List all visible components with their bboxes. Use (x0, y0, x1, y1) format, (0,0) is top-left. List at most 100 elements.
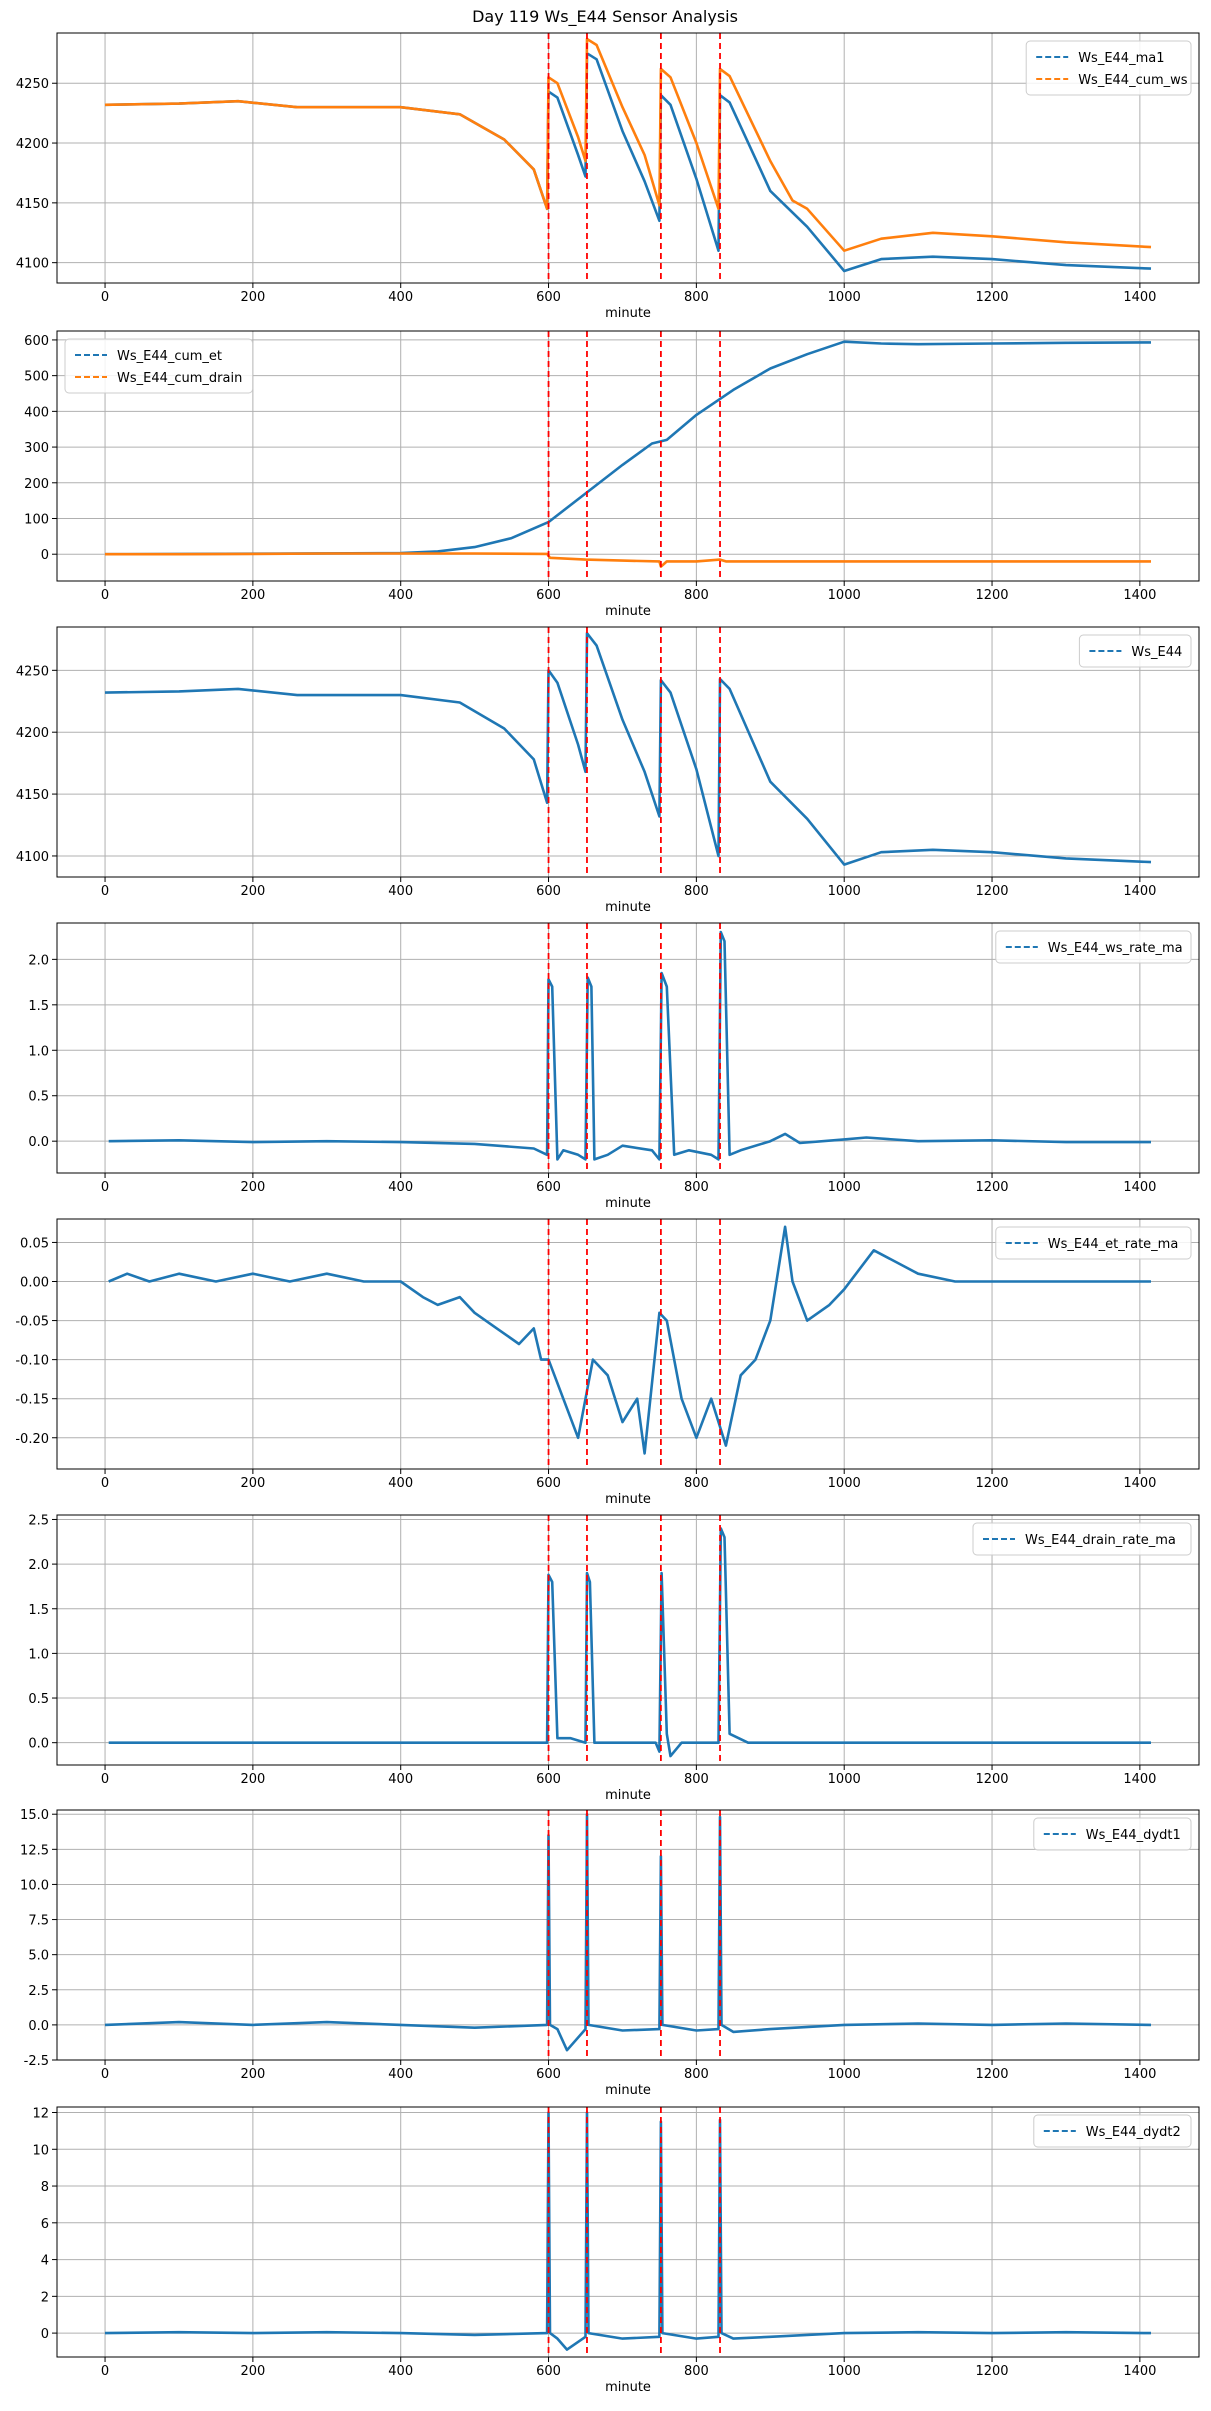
y-tick-label: 6 (41, 2217, 49, 2232)
y-tick-label: 0.5 (28, 1692, 49, 1707)
legend-label: Ws_E44_drain_rate_ma (1025, 1533, 1176, 1548)
subplot-5: 0 200 400 600 800 1000 1200 1400 -0.20 -0.15 -0.10… (15, 1218, 1200, 1507)
subplot-stack: 0 200 400 600 800 1000 1200 1400410041504200425… (15, 32, 1200, 2395)
x-tick-label: 1400 (1123, 588, 1156, 603)
x-tick-label: 400 (388, 1772, 413, 1787)
x-tick-label: 1200 (975, 1772, 1008, 1787)
x-tick-label: 1000 (828, 884, 861, 899)
legend-label: Ws_E44 (1131, 645, 1182, 660)
y-tick-label: 4200 (16, 137, 49, 152)
x-tick-label: 600 (536, 2364, 561, 2379)
legend-label: Ws_E44_ws_rate_ma (1048, 941, 1183, 956)
x-tick-label: 200 (240, 290, 265, 305)
x-tick-label: 0 (101, 2067, 109, 2082)
y-tick-label: 0.00 (20, 1276, 49, 1291)
legend-box (1025, 40, 1192, 96)
series-line-1 (108, 1225, 1151, 1455)
legend: Ws_E44_et_rate_ma (995, 1226, 1192, 1260)
x-tick-label: 600 (536, 588, 561, 603)
subplot-1: 0 200 400 600 800 1000 1200 1400 4100 4150 4200 425… (16, 32, 1200, 321)
x-tick-label: 200 (240, 884, 265, 899)
y-tick-label: 4150 (16, 197, 49, 212)
x-tick-label: 1000 (828, 1772, 861, 1787)
y-tick-label: 2.5 (28, 1513, 49, 1528)
x-tick-label: 800 (684, 290, 709, 305)
y-tick-label: 5.0 (28, 1949, 49, 1964)
x-tick-label: 0 (101, 1476, 109, 1491)
y-tick-label: 1.0 (28, 1647, 49, 1662)
subplot-3: 0 200 400 600 800 1000 1200 1400 4100 4150 4200 425… (16, 626, 1200, 915)
legend-label: Ws_E44_dydt2 (1086, 2125, 1181, 2140)
axes-frame (56, 1218, 1200, 1470)
legend: Ws_E44_cum_et Ws_E44_cum_drain (64, 338, 254, 394)
legend-box (1078, 634, 1192, 668)
legend-label: Ws_E44_ma1 (1078, 51, 1164, 66)
x-tick-label: 600 (536, 1180, 561, 1195)
x-tick-label: 1000 (828, 2364, 861, 2379)
x-tick-label: 1400 (1123, 290, 1156, 305)
y-tick-label: -2.5 (24, 2054, 49, 2069)
x-tick-label: 0 (101, 1772, 109, 1787)
x-axis-label: minute (605, 604, 651, 619)
x-tick-label: 1200 (975, 2067, 1008, 2082)
x-tick-label: 0 (101, 290, 109, 305)
axes-frame (56, 1809, 1200, 2061)
x-tick-label: 1200 (975, 1180, 1008, 1195)
legend-box (64, 338, 254, 394)
y-tick-label: 4100 (16, 257, 49, 272)
legend-box (1033, 1817, 1192, 1851)
x-tick-label: 800 (684, 884, 709, 899)
x-axis-label: minute (605, 1492, 651, 1507)
x-tick-label: 0 (101, 2364, 109, 2379)
y-tick-label: 7.5 (28, 1914, 49, 1929)
legend-label: Ws_E44_dydt1 (1086, 1828, 1181, 1843)
x-tick-label: 800 (684, 1476, 709, 1491)
legend-box (1033, 2114, 1192, 2148)
y-tick-label: -0.10 (15, 1354, 49, 1369)
y-tick-label: 0.0 (28, 1135, 49, 1150)
series-line-1 (104, 631, 1152, 866)
y-tick-label: 1.0 (28, 1044, 49, 1059)
y-tick-label: -0.05 (15, 1315, 49, 1330)
x-tick-label: 1200 (975, 290, 1008, 305)
legend: Ws_E44_ws_rate_ma (995, 930, 1192, 964)
x-tick-label: 1000 (828, 588, 861, 603)
x-tick-label: 1400 (1123, 2364, 1156, 2379)
axes-frame (56, 1514, 1200, 1766)
series-line-1 (104, 2111, 1152, 2351)
x-tick-label: 600 (536, 2067, 561, 2082)
x-tick-label: 1200 (975, 1476, 1008, 1491)
x-tick-label: 200 (240, 1180, 265, 1195)
y-tick-label: 4200 (16, 726, 49, 741)
figure-title: Day 119 Ws_E44 Sensor Analysis (472, 7, 738, 27)
y-tick-label: 2 (41, 2290, 49, 2305)
x-tick-label: 600 (536, 290, 561, 305)
axes-frame (56, 2106, 1200, 2358)
y-tick-label: 0 (41, 548, 49, 563)
x-tick-label: 200 (240, 1772, 265, 1787)
x-tick-label: 1000 (828, 290, 861, 305)
x-tick-label: 0 (101, 1180, 109, 1195)
x-tick-label: 0 (101, 588, 109, 603)
legend: Ws_E44_ma1 Ws_E44_cum_ws (1025, 40, 1192, 96)
series-line-1 (108, 1527, 1151, 1758)
axes-frame (56, 626, 1200, 878)
series-line-2 (105, 552, 1151, 569)
y-tick-label: 2.5 (28, 1984, 49, 1999)
x-tick-label: 600 (536, 1476, 561, 1491)
x-tick-label: 1200 (975, 884, 1008, 899)
x-axis-label: minute (605, 900, 651, 915)
series-line-1 (104, 1812, 1152, 2052)
x-axis-label: minute (605, 1196, 651, 1211)
x-tick-label: 1200 (975, 2364, 1008, 2379)
y-tick-label: 4100 (16, 850, 49, 865)
legend: Ws_E44_dydt2 (1033, 2114, 1192, 2148)
x-tick-label: 1000 (828, 1476, 861, 1491)
subplot-2: 0 200 400 600 800 1000 1200 1400 0 100 200 300 400 50… (24, 330, 1200, 619)
x-tick-label: 400 (388, 290, 413, 305)
x-axis-label: minute (605, 1788, 651, 1803)
x-tick-label: 800 (684, 1180, 709, 1195)
x-tick-label: 1000 (828, 1180, 861, 1195)
y-tick-label: 12.5 (20, 1843, 49, 1858)
y-tick-label: 400 (24, 405, 49, 420)
